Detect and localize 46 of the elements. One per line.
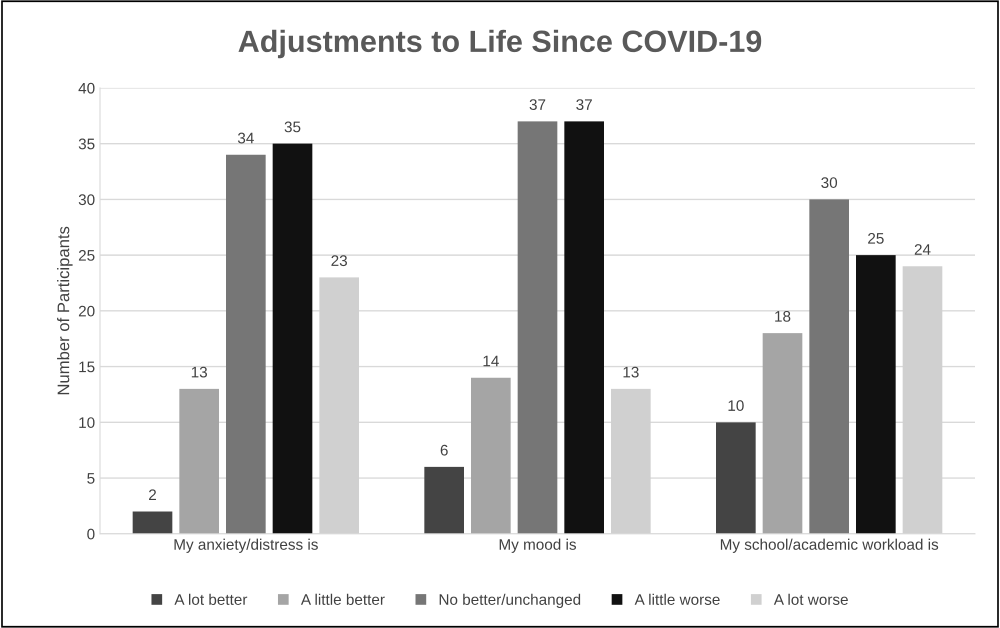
legend-label: A lot worse	[774, 594, 848, 605]
data-label: 25	[868, 232, 884, 244]
x-tick-label: My anxiety/distress is	[174, 538, 318, 553]
x-tick-label: My mood is	[500, 538, 576, 553]
y-tick-label: 30	[78, 194, 95, 206]
data-label: 37	[530, 99, 546, 110]
bar	[424, 466, 464, 534]
bar	[564, 121, 604, 534]
y-tick-label: 5	[87, 473, 94, 484]
y-tick-label: 40	[78, 82, 95, 94]
x-tick-label: My school/academic workload is	[720, 538, 938, 553]
data-label: 35	[284, 121, 300, 132]
data-label: 14	[484, 356, 499, 366]
bar	[226, 154, 266, 534]
bar	[716, 422, 756, 534]
chart-title: Adjustments to Life Since COVID-19	[238, 30, 762, 58]
data-label: 6	[440, 444, 448, 456]
legend-label: A little better	[300, 594, 385, 605]
y-tick-label: 0	[87, 528, 95, 540]
legend-label: A little worse	[634, 594, 720, 605]
data-label: 13	[192, 366, 207, 378]
legend-label: No better/unchanged	[440, 594, 580, 608]
bar	[471, 378, 511, 534]
data-label: 18	[775, 310, 790, 322]
data-label: 2	[149, 489, 156, 500]
y-tick-label: 35	[78, 138, 94, 150]
data-label: 34	[238, 132, 254, 144]
legend-label: A lot better	[174, 594, 248, 605]
data-label: 13	[624, 366, 639, 378]
data-label: 10	[728, 400, 744, 411]
bar	[272, 144, 312, 534]
data-label: 23	[331, 255, 347, 266]
data-label: 37	[576, 99, 592, 110]
bar	[856, 255, 896, 534]
bar	[518, 121, 558, 534]
y-tick-label: 20	[78, 306, 95, 317]
bar	[132, 512, 172, 534]
y-axis-title: Number of Participants	[57, 226, 73, 394]
y-tick-label: 25	[78, 250, 94, 261]
data-label: 24	[914, 244, 931, 255]
bar	[762, 333, 802, 534]
bar	[809, 199, 849, 534]
data-label: 30	[821, 177, 838, 188]
y-tick-label: 10	[79, 417, 95, 428]
bar	[179, 388, 219, 534]
y-tick-label: 15	[79, 362, 94, 372]
